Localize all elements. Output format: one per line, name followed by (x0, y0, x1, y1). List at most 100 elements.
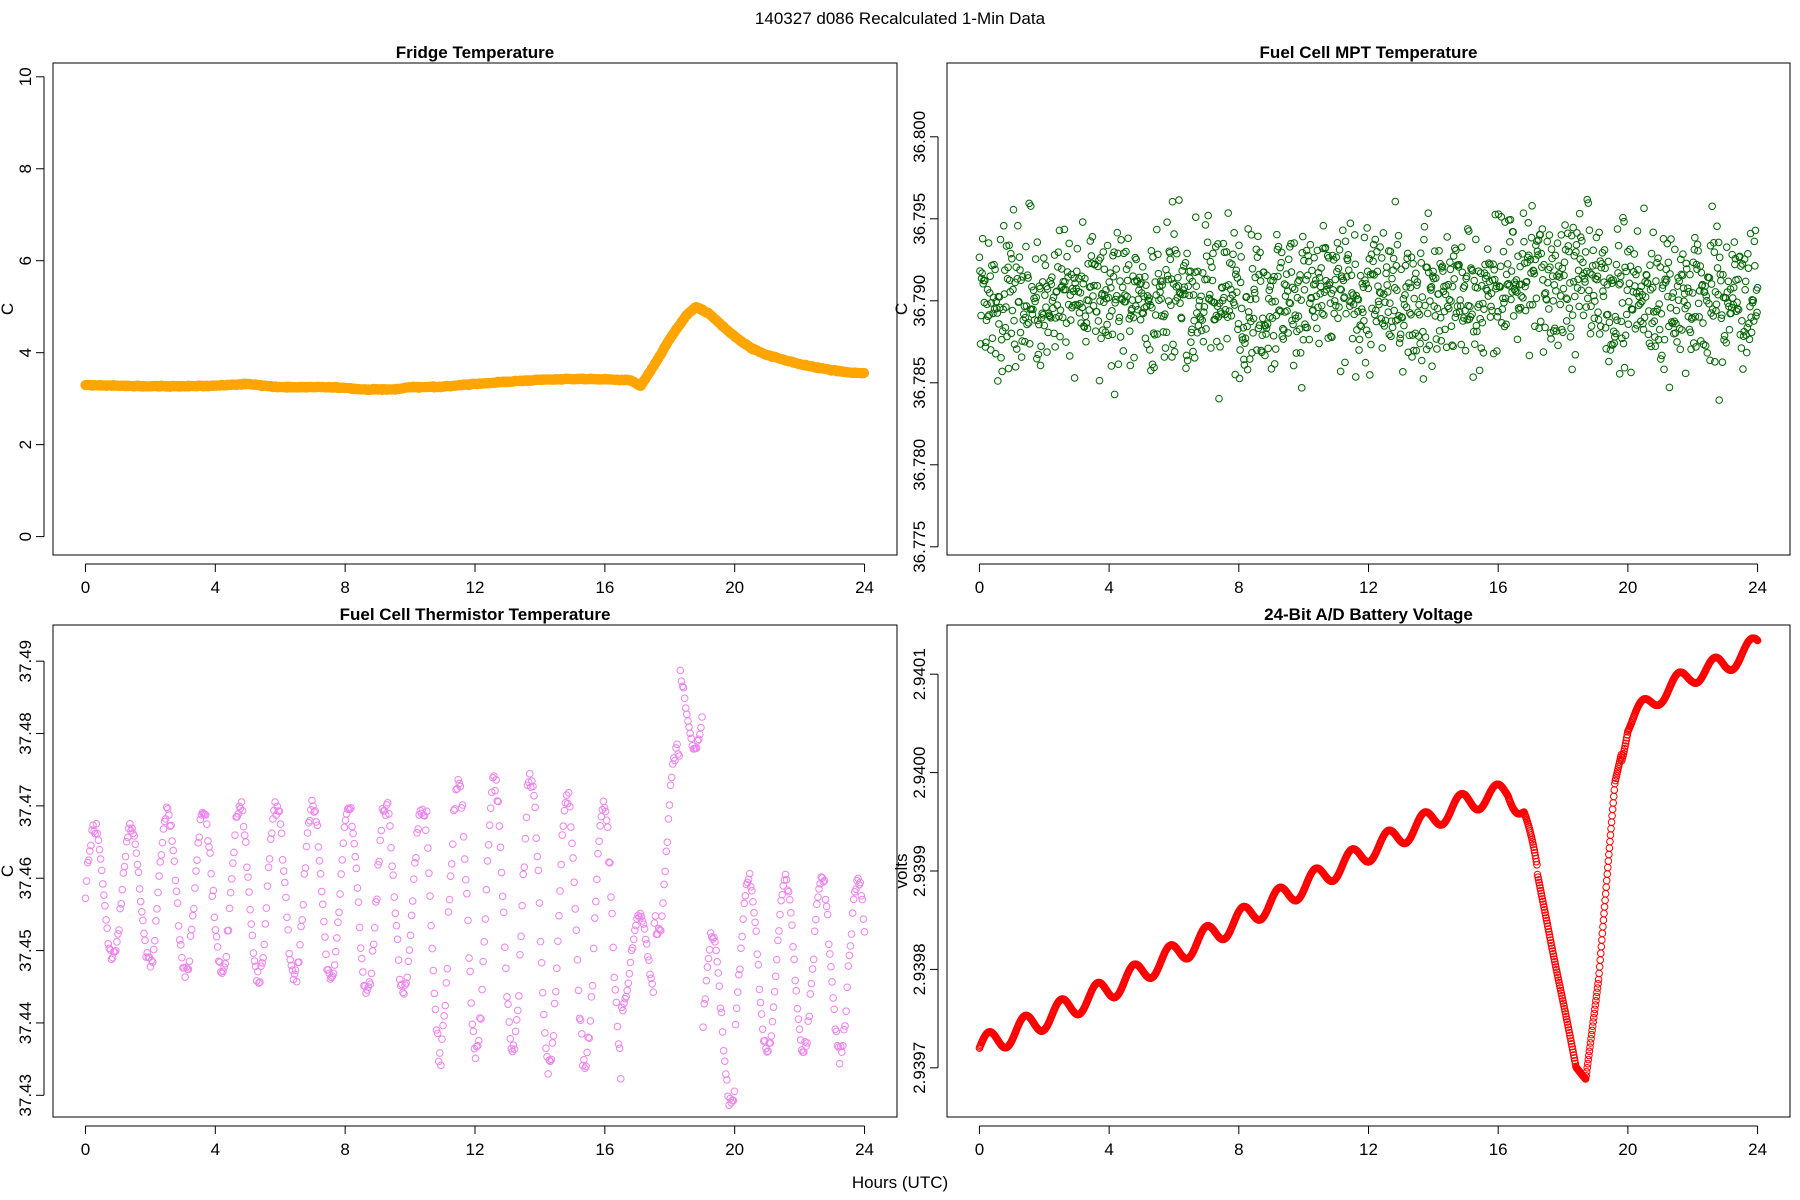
data-point (1750, 237, 1759, 246)
data-point (589, 944, 598, 953)
data-point (577, 1030, 586, 1038)
data-point (1689, 339, 1698, 347)
data-point (551, 987, 560, 996)
data-point (685, 723, 693, 731)
data-point (157, 851, 166, 859)
panel-battery-voltage: 24-Bit A/D Battery Voltage 0 4 8 12 16 20 24 2.9… (892, 605, 1791, 1159)
data-point (481, 915, 490, 923)
data-point (1017, 353, 1026, 361)
data-point (351, 852, 360, 861)
data-point (1433, 345, 1441, 353)
data-point (1579, 311, 1588, 320)
data-point (559, 822, 568, 830)
data-point (821, 895, 830, 904)
data-point (278, 856, 287, 864)
x-tick-label: 8 (1234, 1140, 1243, 1159)
data-point (485, 821, 494, 829)
data-point (464, 916, 472, 925)
data-point (1615, 369, 1624, 378)
data-point (754, 960, 763, 969)
data-point (1331, 275, 1340, 284)
data-point (1103, 241, 1112, 250)
data-point (624, 979, 633, 988)
data-point (1713, 222, 1721, 231)
data-point (428, 944, 436, 953)
data-point (814, 893, 822, 902)
data-point (367, 969, 376, 978)
data-point (758, 1025, 767, 1033)
data-point (444, 908, 453, 916)
data-point (1103, 320, 1111, 329)
y-tick-label: 37.44 (16, 1002, 35, 1045)
data-point (1039, 254, 1048, 262)
data-point (1601, 896, 1609, 905)
data-point (1603, 870, 1612, 878)
data-point (1016, 328, 1025, 337)
data-point (192, 867, 200, 875)
data-point (572, 926, 581, 934)
data-point (138, 907, 146, 916)
data-point (226, 888, 235, 897)
data-point (1043, 348, 1051, 356)
data-point (383, 798, 392, 807)
data-point (1147, 247, 1156, 255)
x-tick-label: 8 (1234, 578, 1243, 597)
data-point (583, 1048, 591, 1057)
y-axis-label: C (0, 303, 17, 315)
data-point (1344, 266, 1353, 275)
data-point (315, 856, 324, 865)
data-point (1559, 284, 1568, 293)
x-tick-label: 0 (975, 578, 984, 597)
x-tick-label: 4 (211, 1140, 220, 1159)
data-point (468, 1020, 477, 1029)
data-point (1382, 269, 1390, 278)
data-point (1070, 374, 1079, 382)
data-point (337, 870, 345, 878)
data-point (333, 934, 341, 942)
data-point (1596, 956, 1605, 964)
data-point (1107, 362, 1116, 370)
data-point (1503, 260, 1512, 268)
data-point (94, 836, 103, 845)
x-axis-label: Hours (UTC) (852, 1173, 948, 1192)
data-point (245, 888, 253, 896)
x-tick-label: 0 (975, 1140, 984, 1159)
data-point (1694, 299, 1703, 308)
data-point (1607, 818, 1616, 826)
data-point (316, 870, 325, 878)
data-point (1450, 275, 1459, 283)
data-point (1694, 247, 1702, 255)
y-tick-label: 4 (16, 348, 35, 357)
data-point (1605, 318, 1614, 327)
y-tick-label: 37.49 (16, 640, 35, 683)
data-point (811, 915, 820, 924)
data-point (609, 943, 617, 952)
data-point (1060, 225, 1069, 234)
data-point (1394, 231, 1403, 240)
data-point (586, 1017, 595, 1025)
data-point (1283, 307, 1291, 315)
data-point (1587, 322, 1596, 330)
data-point (1397, 265, 1406, 274)
data-point (1124, 234, 1132, 243)
data-point (318, 900, 327, 909)
data-point (1189, 291, 1198, 299)
data-point (714, 969, 723, 977)
data-point (424, 844, 432, 852)
data-point (1636, 299, 1645, 308)
data-point (1520, 237, 1528, 246)
data-point (296, 940, 304, 949)
data-point (95, 845, 104, 854)
data-point (1391, 197, 1400, 206)
data-point (440, 1012, 448, 1020)
data-point (632, 921, 640, 930)
data-point (1609, 799, 1617, 807)
data-point (1065, 352, 1074, 360)
data-point (1407, 253, 1416, 262)
data-point (1336, 367, 1345, 376)
data-point (1341, 358, 1349, 367)
data-point (445, 895, 454, 904)
data-point (467, 999, 476, 1007)
data-point (1507, 267, 1516, 275)
data-point (749, 898, 757, 906)
